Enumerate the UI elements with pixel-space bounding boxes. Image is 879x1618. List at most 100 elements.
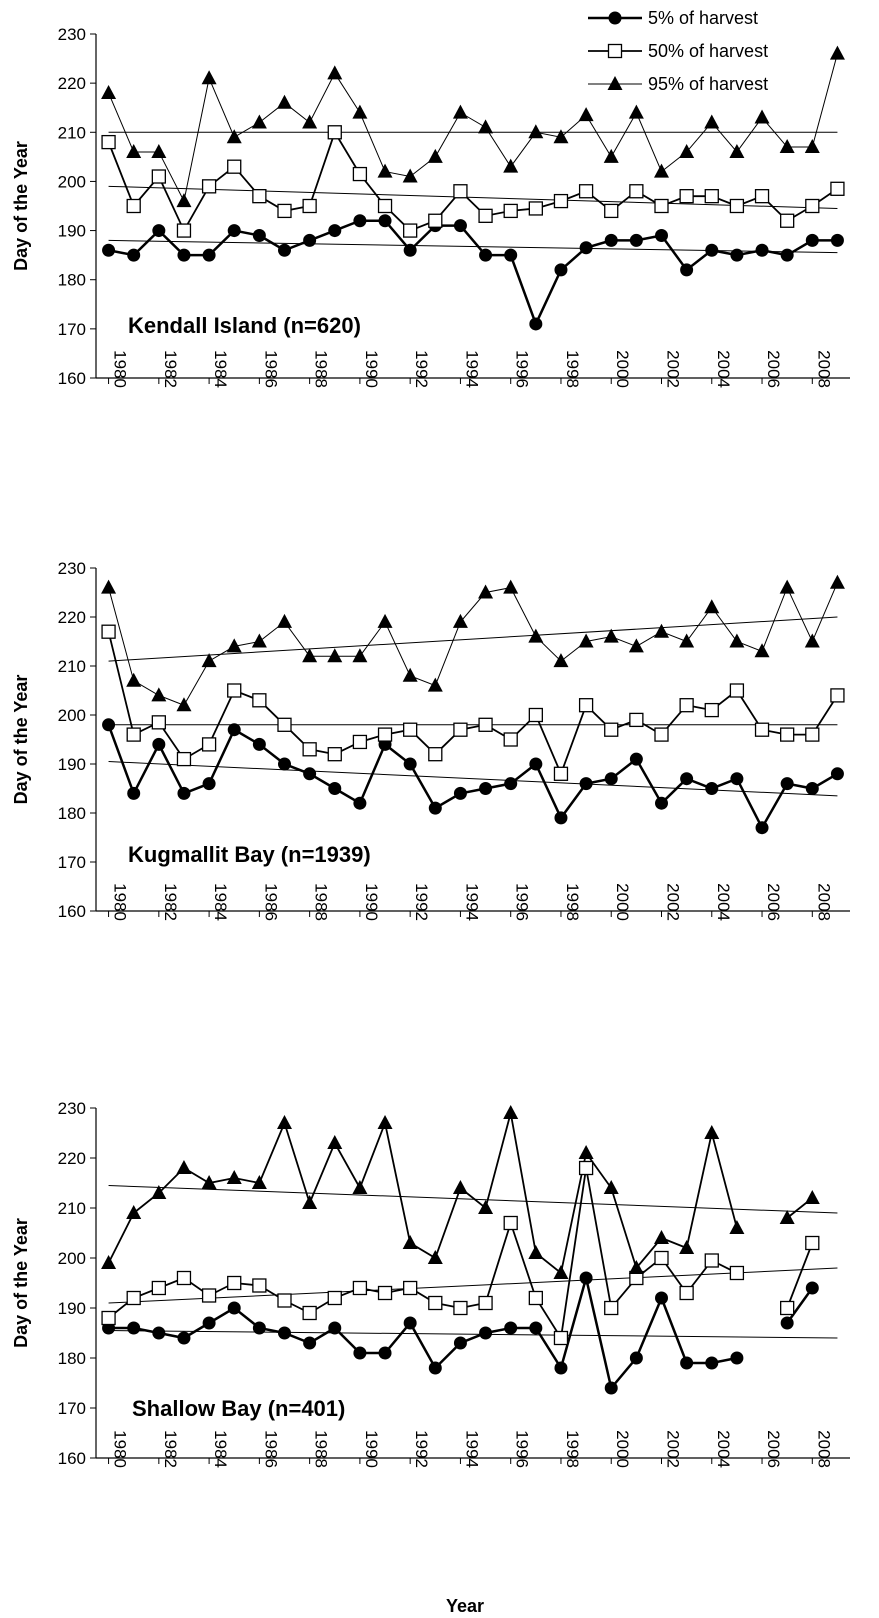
data-point	[830, 688, 845, 703]
data-point	[352, 166, 368, 182]
data-point	[302, 114, 318, 129]
y-tick-label: 170	[58, 853, 86, 872]
data-point	[353, 214, 367, 228]
data-point	[201, 737, 217, 752]
x-axis-title: Year	[446, 1596, 484, 1616]
y-tick-label: 190	[58, 755, 86, 774]
data-point	[830, 181, 845, 196]
y-tick-label: 210	[58, 123, 86, 142]
data-point	[353, 1346, 367, 1360]
trend-line	[108, 1185, 838, 1214]
x-tick-label: 2006	[764, 350, 783, 388]
data-point	[804, 139, 820, 154]
data-point	[453, 219, 467, 233]
data-point	[528, 201, 543, 216]
y-tick-label: 220	[58, 1149, 86, 1168]
data-point	[629, 712, 644, 728]
data-point	[176, 223, 192, 238]
x-tick-label: 1998	[563, 1430, 582, 1468]
data-point	[478, 119, 494, 134]
data-point	[226, 638, 242, 653]
data-point	[830, 233, 844, 247]
data-point	[126, 1290, 141, 1306]
data-point	[729, 1265, 745, 1281]
data-point	[302, 648, 318, 663]
data-point	[579, 241, 593, 255]
data-point	[780, 213, 795, 228]
data-point	[805, 782, 819, 795]
data-point	[729, 198, 745, 214]
data-point	[478, 208, 493, 223]
y-tick-label: 160	[58, 1449, 86, 1468]
data-point	[729, 143, 745, 158]
data-point	[754, 189, 770, 204]
data-point	[227, 224, 241, 238]
x-tick-label: 1992	[412, 883, 431, 921]
data-point	[377, 1115, 393, 1129]
series-line	[107, 130, 838, 233]
data-point	[553, 1330, 569, 1346]
data-point	[730, 248, 744, 262]
data-point	[679, 189, 694, 204]
data-point	[252, 228, 266, 242]
data-point	[503, 158, 519, 173]
data-point	[704, 599, 720, 614]
x-tick-label: 2004	[714, 1430, 733, 1468]
data-point	[302, 198, 317, 214]
annotation: Kugmallit Bay (n=1939)	[128, 842, 371, 867]
data-point	[779, 579, 795, 594]
data-point	[729, 683, 745, 698]
data-point	[604, 1300, 619, 1316]
x-tick-label: 2000	[613, 350, 632, 388]
data-point	[151, 1185, 167, 1199]
data-point	[377, 1285, 393, 1301]
data-point	[252, 737, 266, 751]
data-point	[655, 1291, 668, 1305]
legend-marker	[608, 11, 622, 25]
data-point	[327, 125, 342, 140]
data-point	[805, 727, 820, 742]
data-point	[604, 772, 618, 786]
trend-line	[108, 185, 838, 209]
data-point	[127, 786, 141, 800]
data-point	[730, 1351, 744, 1365]
y-axis-title: Day of the Year	[11, 141, 31, 271]
data-point	[503, 579, 519, 594]
data-point	[553, 766, 569, 781]
data-point	[705, 782, 719, 795]
data-point	[101, 84, 117, 99]
data-point	[201, 1175, 217, 1189]
y-tick-label: 160	[58, 369, 86, 388]
data-point	[352, 104, 368, 119]
series-line	[107, 724, 839, 831]
data-point	[503, 1215, 518, 1231]
x-tick-label: 1990	[362, 883, 381, 921]
data-point	[679, 1285, 694, 1301]
data-point	[629, 752, 643, 766]
y-tick-label: 170	[58, 1399, 86, 1418]
y-tick-label: 180	[58, 804, 86, 823]
x-tick-label: 1988	[312, 1430, 331, 1468]
data-point	[754, 643, 770, 658]
data-point	[227, 1275, 242, 1291]
data-point	[504, 248, 518, 262]
data-point	[403, 1280, 418, 1296]
data-point	[303, 233, 317, 247]
data-point	[553, 653, 569, 668]
data-point	[604, 233, 618, 247]
data-point	[578, 1160, 594, 1176]
x-tick-label: 1982	[161, 350, 180, 388]
data-point	[453, 184, 468, 199]
y-tick-label: 210	[58, 657, 86, 676]
data-point	[680, 772, 694, 786]
data-point	[327, 1135, 343, 1149]
data-point	[252, 189, 267, 204]
data-point	[352, 1280, 368, 1296]
annotation: Kendall Island (n=620)	[128, 313, 361, 338]
data-point	[680, 263, 694, 277]
x-tick-label: 2008	[814, 883, 833, 921]
data-point	[227, 1301, 241, 1315]
data-point	[151, 143, 167, 158]
data-point	[729, 1220, 745, 1234]
y-tick-label: 200	[58, 172, 86, 191]
